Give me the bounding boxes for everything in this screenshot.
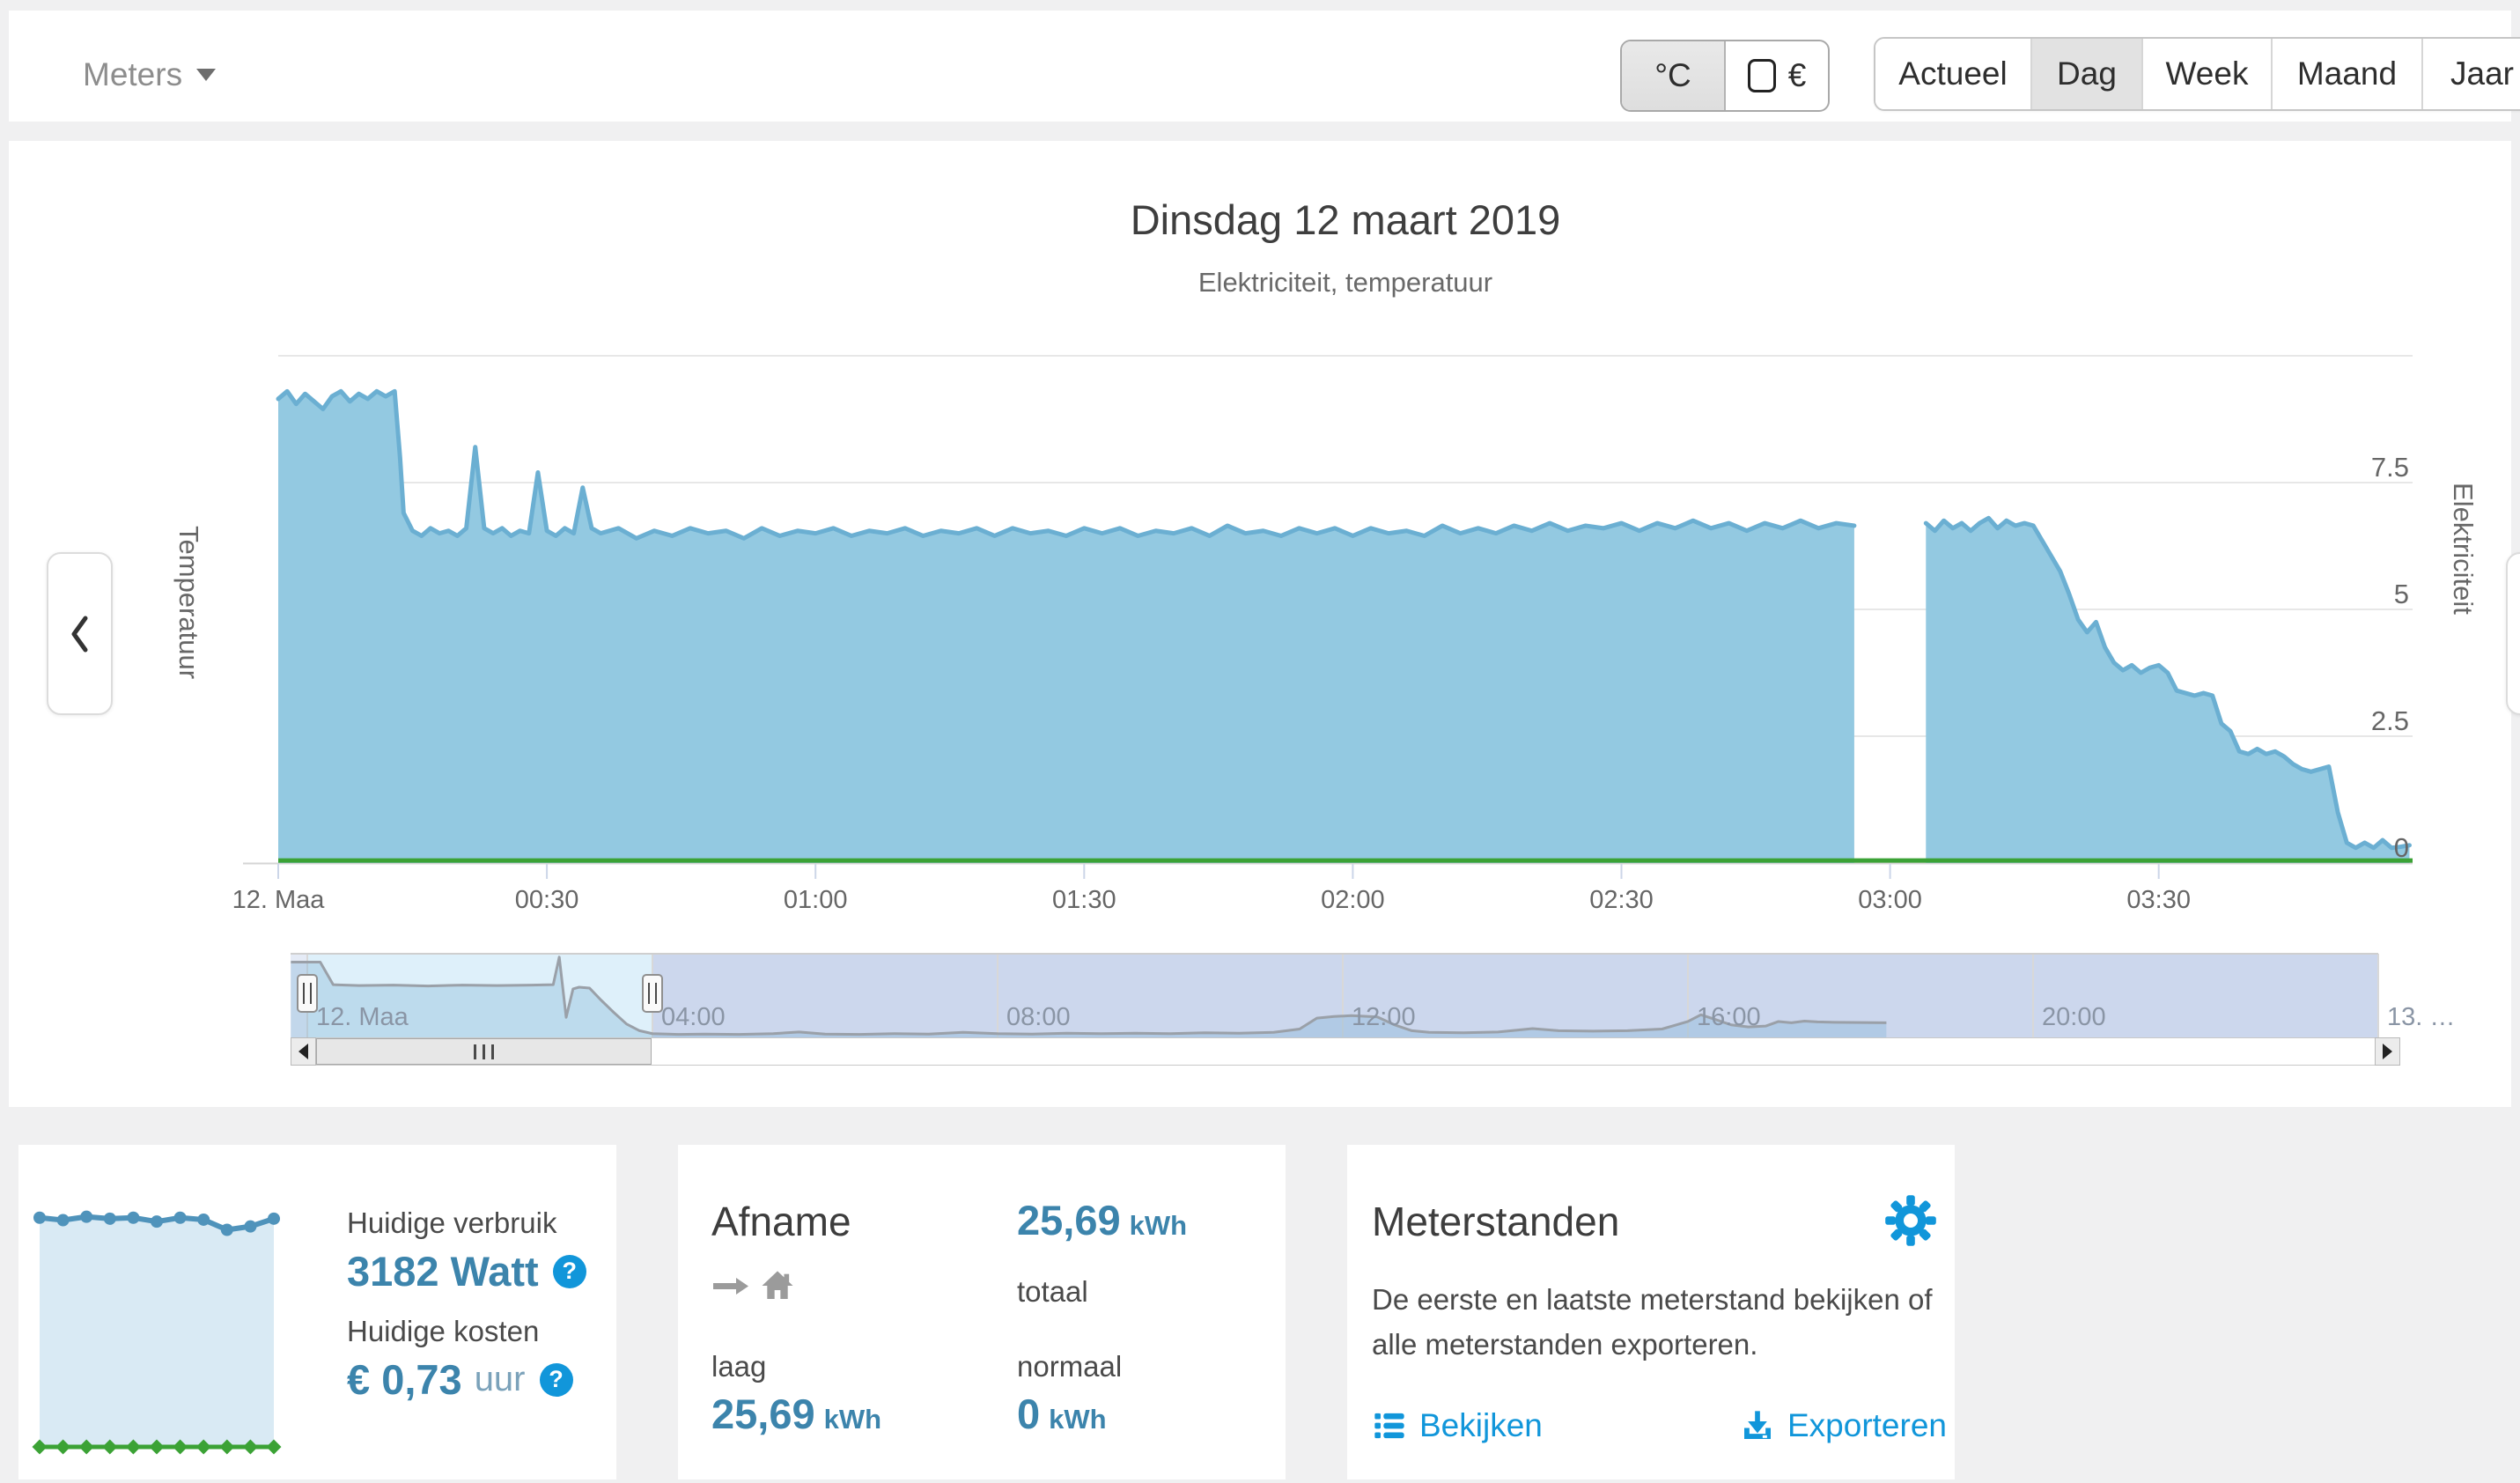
tab-actueel[interactable]: Actueel [1875,39,2030,109]
euro-toggle-button[interactable]: € [1726,41,1828,110]
meter-readings-title: Meterstanden [1372,1199,1620,1244]
cost-label: Huidige kosten [347,1315,540,1347]
current-usage-texts: Huidige verbruik 3182 Watt ? Huidige kos… [347,1206,586,1404]
total-value: 25,69 [1017,1197,1121,1243]
cost-value: € 0,73 [347,1356,462,1403]
meter-readings-card: Meterstanden De eerste en laatste meters… [1347,1145,1955,1479]
chevron-down-icon [196,69,217,81]
low-tariff-unit: kWh [823,1404,882,1435]
x-axis-label: 02:00 [1321,886,1385,914]
top-bar: Meters °C € Actueel Dag Week Maand Jaar [9,11,2520,122]
left-axis-title: Temperatuur [173,526,204,680]
tab-week[interactable]: Week [2141,39,2271,109]
total-value-block: 25,69 kWh [1017,1196,1187,1244]
normal-tariff-label: normaal [1017,1350,1123,1383]
x-axis-label: 01:00 [783,886,848,914]
cost-unit: uur [474,1360,526,1398]
tab-week-label: Week [2165,55,2249,92]
normal-tariff-unit: kWh [1049,1404,1107,1435]
y-axis-label: 2.5 [2370,705,2409,736]
x-axis-label: 02:30 [1589,886,1654,914]
total-unit: kWh [1129,1210,1188,1241]
triangle-left-icon [298,1044,308,1059]
navigator-axis-label: 16:00 [1697,1003,1761,1031]
normal-tariff-value: 0 [1017,1391,1041,1437]
euro-label: € [1787,57,1807,93]
navigator-axis-label: 20:00 [2042,1003,2106,1031]
house-icon [762,1271,793,1299]
tab-dag-label: Dag [2057,55,2117,92]
total-label: totaal [1017,1275,1088,1308]
y-axis-label: 5 [2393,579,2409,609]
unit-toggle-group: °C € [1620,40,1830,112]
consumption-card-title: Afname [711,1199,851,1244]
navigator-axis-label: 12:00 [1352,1003,1416,1031]
export-readings-link[interactable]: Exporteren [1740,1407,1947,1444]
triangle-right-icon [2383,1044,2392,1059]
list-icon [1374,1413,1404,1439]
download-icon [1744,1411,1771,1439]
tab-actueel-label: Actueel [1898,55,2008,92]
previous-day-button[interactable] [47,552,113,715]
usage-label: Huidige verbruik [347,1206,557,1239]
navigator-axis-label: 04:00 [661,1003,726,1031]
navigator-axis-label: 12. Maa [316,1003,409,1031]
help-icon[interactable]: ? [539,1362,573,1397]
navigator-axis-label: 13. … [2387,1003,2456,1031]
tab-dag[interactable]: Dag [2030,39,2141,109]
low-tariff-value: 25,69 [711,1391,815,1437]
x-axis-label: 03:00 [1858,886,1922,914]
y-axis-label: 7.5 [2370,452,2409,483]
meters-dropdown-label: Meters [83,56,183,92]
celsius-label: °C [1654,57,1691,93]
consumption-card: Afname 25,69 kWh totaal laag 25,69 kWh nor… [678,1145,1286,1479]
meters-dropdown[interactable]: Meters [83,56,217,93]
view-readings-label: Bekijken [1419,1407,1543,1443]
tab-jaar[interactable]: Jaar [2421,39,2520,109]
arrow-right-icon [713,1278,748,1295]
next-day-button[interactable] [2506,552,2520,715]
usage-value: 3182 Watt [347,1248,539,1295]
x-axis-label: 00:30 [514,886,579,914]
x-axis-label: 01:30 [1052,886,1116,914]
right-axis-title: Elektriciteit [2448,483,2479,615]
tab-jaar-label: Jaar [2450,55,2514,92]
direction-icons [711,1268,796,1303]
tab-maand[interactable]: Maand [2271,39,2421,109]
meter-readings-description: De eerste en laatste meterstand bekijken… [1372,1283,1933,1361]
view-readings-link[interactable]: Bekijken [1372,1407,1543,1444]
current-usage-card: Huidige verbruik 3182 Watt ? Huidige kos… [18,1145,616,1479]
tab-maand-label: Maand [2296,55,2398,92]
normal-tariff-value-block: 0 kWh [1017,1390,1107,1438]
time-range-tabs: Actueel Dag Week Maand Jaar [1874,37,2520,111]
chart-subtitle: Elektriciteit, temperatuur [1197,267,1493,298]
export-readings-label: Exporteren [1787,1407,1947,1443]
scrollbar-left-button[interactable] [291,1037,316,1066]
x-axis-label: 03:30 [2126,886,2191,914]
low-tariff-label: laag [711,1350,767,1383]
celsius-toggle-button[interactable]: °C [1622,41,1726,110]
chart-title: Dinsdag 12 maart 2019 [1130,196,1561,243]
low-tariff-value-block: 25,69 kWh [711,1390,881,1438]
navigator-axis-label: 08:00 [1006,1003,1071,1031]
chevron-left-icon [71,616,87,652]
navigator-scrollbar-thumb[interactable] [316,1038,652,1065]
euro-checkbox-icon [1747,59,1776,92]
help-icon[interactable]: ? [552,1254,586,1288]
scrollbar-right-button[interactable] [2375,1037,2400,1066]
usage-sparkline-chart [32,1210,282,1455]
y-axis-label: 0 [2393,832,2409,863]
x-axis-label: 12. Maa [232,886,325,914]
gear-icon[interactable] [1883,1192,1939,1249]
